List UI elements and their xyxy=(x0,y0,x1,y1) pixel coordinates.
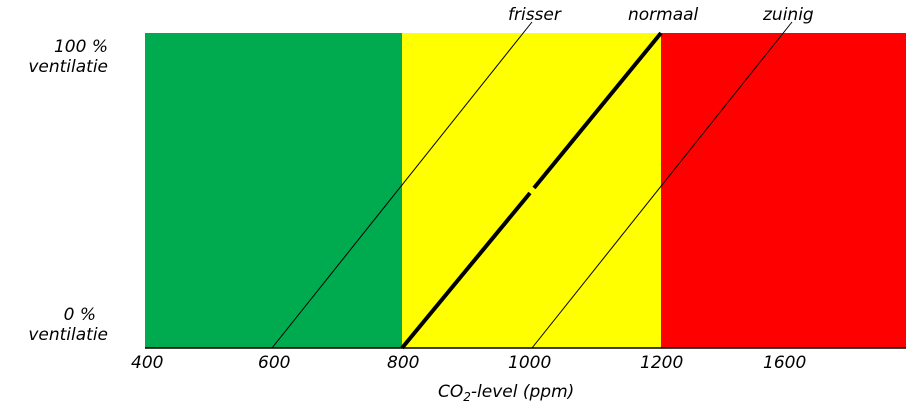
curve-label-normaal: normaal xyxy=(628,5,699,25)
x-tick-label-1600: 1600 xyxy=(763,353,806,373)
zone-red xyxy=(661,33,906,348)
y-label-top-line2: ventilatie xyxy=(28,57,108,77)
x-axis-title: CO2-level (ppm) xyxy=(438,382,574,404)
x-axis-title-subscript: 2 xyxy=(463,390,471,404)
y-label-bottom-line2: ventilatie xyxy=(28,325,108,345)
y-label-bottom-line1: 0 % xyxy=(64,305,96,325)
curve-normaal-line-upper xyxy=(532,31,663,190)
x-tick-label-600: 600 xyxy=(258,353,290,373)
x-tick-label-800: 800 xyxy=(387,353,419,373)
x-tick-label-1200: 1200 xyxy=(640,353,683,373)
curve-frisser-line xyxy=(271,21,533,349)
x-tick-label-1000: 1000 xyxy=(508,353,551,373)
x-axis-title-prefix: CO xyxy=(438,382,463,402)
zone-green xyxy=(145,33,402,348)
curve-zuinig-line xyxy=(531,21,793,349)
curve-label-frisser: frisser xyxy=(508,5,562,25)
curve-normaal-line xyxy=(400,191,532,350)
curve-label-zuinig: zuinig xyxy=(762,5,814,25)
x-axis-title-suffix: -level (ppm) xyxy=(471,382,574,402)
y-label-top-line1: 100 % xyxy=(54,37,108,57)
x-tick-label-400: 400 xyxy=(131,353,163,373)
